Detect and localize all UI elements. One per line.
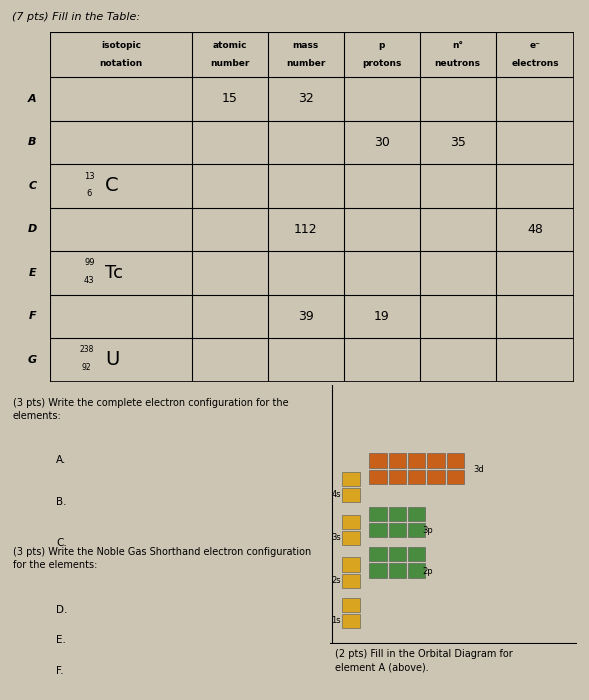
Bar bbox=[408, 507, 425, 521]
Bar bbox=[342, 598, 359, 612]
Bar bbox=[342, 531, 359, 545]
Text: E: E bbox=[29, 268, 36, 278]
Bar bbox=[408, 470, 425, 484]
Bar bbox=[408, 547, 425, 561]
Text: 238: 238 bbox=[80, 346, 94, 354]
Text: isotopic: isotopic bbox=[101, 41, 141, 50]
Text: (3 pts) Write the Noble Gas Shorthand electron configuration
for the elements:: (3 pts) Write the Noble Gas Shorthand el… bbox=[12, 547, 311, 570]
Text: 13: 13 bbox=[84, 172, 95, 181]
Text: atomic: atomic bbox=[213, 41, 247, 50]
Bar bbox=[389, 470, 406, 484]
Text: 3s: 3s bbox=[331, 533, 341, 542]
Text: protons: protons bbox=[362, 59, 401, 67]
Bar bbox=[446, 470, 464, 484]
Text: mass: mass bbox=[293, 41, 319, 50]
Bar bbox=[389, 523, 406, 538]
Text: F.: F. bbox=[57, 666, 64, 675]
Bar bbox=[389, 507, 406, 521]
Text: 1s: 1s bbox=[332, 616, 341, 625]
Bar bbox=[342, 614, 359, 629]
Text: 48: 48 bbox=[527, 223, 543, 236]
Text: D: D bbox=[28, 224, 37, 234]
Bar bbox=[446, 454, 464, 468]
Text: 3d: 3d bbox=[474, 466, 484, 474]
Bar bbox=[369, 523, 387, 538]
Bar bbox=[342, 557, 359, 572]
Text: n°: n° bbox=[452, 41, 463, 50]
Text: 43: 43 bbox=[84, 276, 95, 285]
Text: Tc: Tc bbox=[105, 264, 123, 282]
Text: A: A bbox=[28, 94, 37, 104]
Text: F: F bbox=[29, 312, 36, 321]
Text: p: p bbox=[379, 41, 385, 50]
Text: 32: 32 bbox=[298, 92, 313, 105]
Text: notation: notation bbox=[99, 59, 143, 67]
Bar bbox=[389, 564, 406, 577]
Text: B: B bbox=[28, 137, 37, 147]
Text: 2s: 2s bbox=[332, 576, 341, 584]
Text: 6: 6 bbox=[87, 189, 92, 198]
Bar bbox=[342, 514, 359, 528]
Text: 39: 39 bbox=[298, 310, 313, 323]
Text: 2p: 2p bbox=[423, 567, 434, 575]
Bar bbox=[369, 564, 387, 577]
Bar bbox=[427, 454, 445, 468]
Text: 35: 35 bbox=[449, 136, 465, 149]
Text: electrons: electrons bbox=[511, 59, 559, 67]
Text: B.: B. bbox=[57, 496, 67, 507]
Text: E.: E. bbox=[57, 635, 66, 645]
Bar bbox=[427, 470, 445, 484]
Text: (7 pts) Fill in the Table:: (7 pts) Fill in the Table: bbox=[12, 13, 140, 22]
Text: 30: 30 bbox=[373, 136, 389, 149]
Bar bbox=[342, 488, 359, 502]
Bar bbox=[389, 454, 406, 468]
Text: (3 pts) Write the complete electron configuration for the
elements:: (3 pts) Write the complete electron conf… bbox=[12, 398, 288, 421]
Bar bbox=[369, 507, 387, 521]
Bar bbox=[369, 454, 387, 468]
Text: 112: 112 bbox=[294, 223, 317, 236]
Text: 19: 19 bbox=[374, 310, 389, 323]
Text: number: number bbox=[286, 59, 325, 67]
Text: C: C bbox=[28, 181, 37, 191]
Bar bbox=[389, 547, 406, 561]
Text: D.: D. bbox=[57, 605, 68, 615]
Text: e⁻: e⁻ bbox=[530, 41, 540, 50]
Text: neutrons: neutrons bbox=[435, 59, 481, 67]
Text: number: number bbox=[210, 59, 249, 67]
Text: 15: 15 bbox=[221, 92, 237, 105]
Text: A.: A. bbox=[57, 456, 67, 466]
Text: 3p: 3p bbox=[423, 526, 434, 536]
Bar bbox=[408, 454, 425, 468]
Bar bbox=[369, 547, 387, 561]
Text: (2 pts) Fill in the Orbital Diagram for
element A (above).: (2 pts) Fill in the Orbital Diagram for … bbox=[335, 650, 512, 673]
Text: 99: 99 bbox=[84, 258, 95, 267]
Text: C.: C. bbox=[57, 538, 67, 547]
Text: C: C bbox=[105, 176, 119, 195]
Bar bbox=[342, 472, 359, 486]
Text: 92: 92 bbox=[82, 363, 91, 372]
Bar bbox=[408, 564, 425, 577]
Bar bbox=[342, 574, 359, 588]
Text: G: G bbox=[28, 355, 37, 365]
Text: 4s: 4s bbox=[332, 490, 341, 499]
Text: U: U bbox=[105, 350, 120, 370]
Bar bbox=[369, 470, 387, 484]
Bar bbox=[408, 523, 425, 538]
